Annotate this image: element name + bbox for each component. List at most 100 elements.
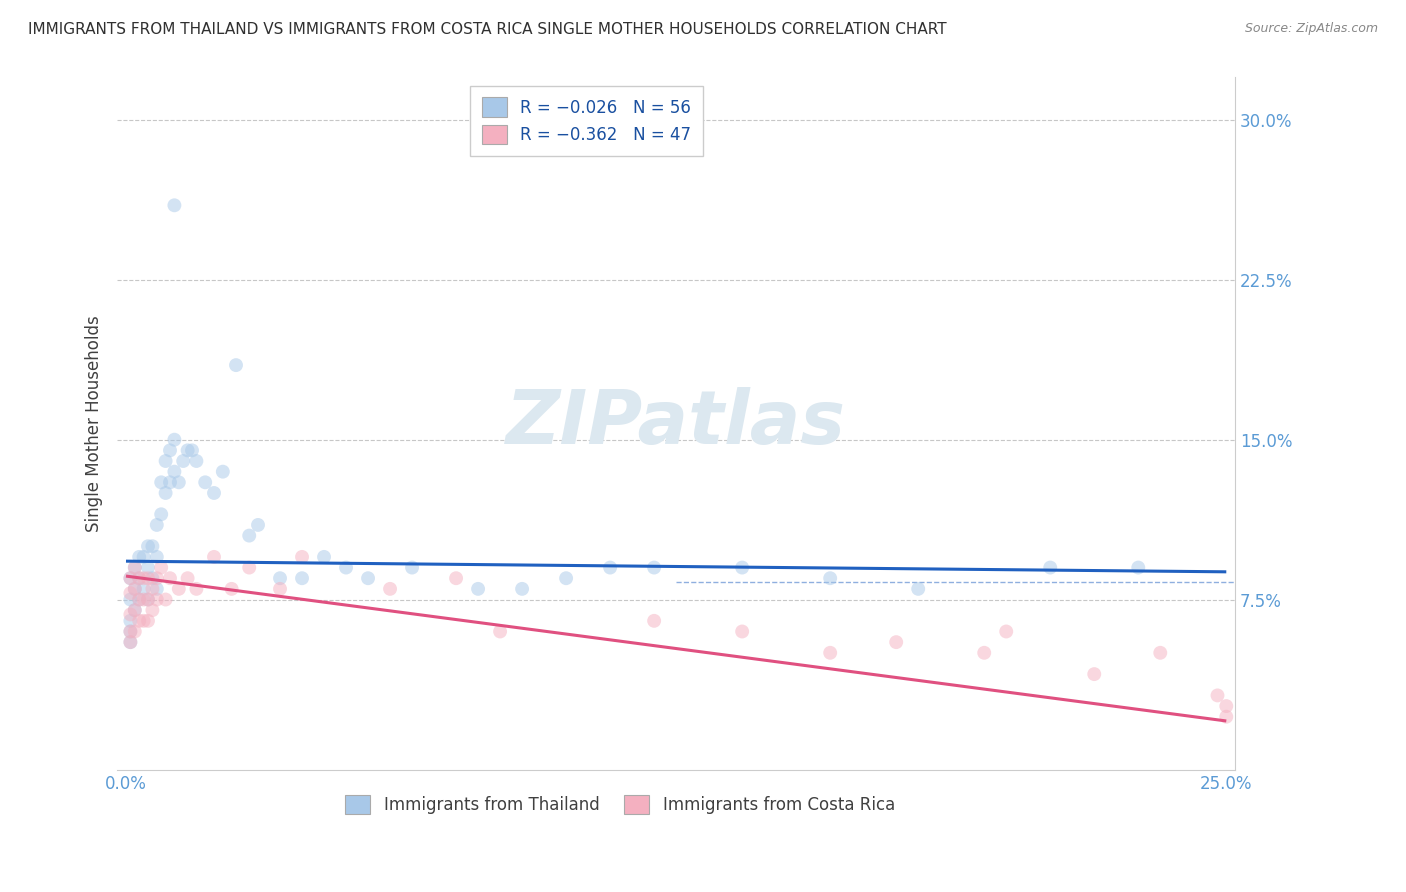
Point (167, 475, 190, 490)
Point (357, 571, 380, 585)
Point (238, 560, 260, 574)
Point (818, 571, 841, 585)
Point (124, 603, 146, 617)
Text: Source: ZipAtlas.com: Source: ZipAtlas.com (1244, 22, 1378, 36)
Point (141, 571, 163, 585)
Point (194, 475, 217, 490)
Point (907, 582, 929, 596)
Point (163, 198, 186, 212)
Text: IMMIGRANTS FROM THAILAND VS IMMIGRANTS FROM COSTA RICA SINGLE MOTHER HOUSEHOLDS : IMMIGRANTS FROM THAILAND VS IMMIGRANTS F… (28, 22, 946, 37)
Point (124, 603, 146, 617)
Point (1128, 560, 1150, 574)
Point (818, 646, 841, 660)
Point (1215, 710, 1237, 724)
Legend: Immigrants from Thailand, Immigrants from Costa Rica: Immigrants from Thailand, Immigrants fro… (336, 785, 905, 824)
Point (128, 549, 150, 564)
Point (186, 582, 208, 596)
Point (159, 571, 181, 585)
Point (643, 560, 665, 574)
Point (291, 549, 314, 564)
Point (202, 549, 225, 564)
Point (120, 635, 142, 649)
Point (132, 614, 155, 628)
Point (1039, 560, 1062, 574)
Point (238, 528, 260, 542)
Point (146, 571, 169, 585)
Point (128, 592, 150, 607)
Point (1083, 667, 1105, 681)
Point (146, 549, 169, 564)
Point (159, 443, 181, 458)
Point (444, 571, 467, 585)
Point (146, 517, 169, 532)
Point (128, 592, 150, 607)
Point (146, 582, 169, 596)
Point (291, 571, 314, 585)
Point (884, 635, 907, 649)
Point (132, 571, 155, 585)
Point (141, 539, 163, 553)
Point (599, 560, 621, 574)
Point (128, 614, 150, 628)
Point (120, 624, 142, 639)
Point (167, 582, 190, 596)
Point (124, 582, 146, 596)
Point (1215, 699, 1237, 714)
Point (155, 592, 177, 607)
Point (120, 571, 142, 585)
Point (150, 475, 173, 490)
Point (202, 486, 225, 500)
Point (312, 549, 335, 564)
Point (146, 592, 169, 607)
Point (181, 443, 204, 458)
Point (128, 571, 150, 585)
Point (211, 465, 233, 479)
Point (995, 624, 1018, 639)
Point (155, 486, 177, 500)
Point (510, 582, 533, 596)
Point (150, 508, 173, 522)
Point (1149, 646, 1171, 660)
Point (163, 433, 186, 447)
Point (973, 646, 995, 660)
Point (136, 571, 159, 585)
Point (141, 582, 163, 596)
Point (643, 614, 665, 628)
Point (731, 624, 754, 639)
Point (124, 560, 146, 574)
Point (225, 358, 247, 372)
Point (132, 582, 155, 596)
Point (124, 560, 146, 574)
Point (269, 571, 291, 585)
Point (731, 560, 754, 574)
Point (120, 607, 142, 622)
Point (555, 571, 578, 585)
Point (1206, 689, 1229, 703)
Point (401, 560, 423, 574)
Point (378, 582, 401, 596)
Point (120, 592, 142, 607)
Point (136, 614, 159, 628)
Point (155, 454, 177, 468)
Point (124, 624, 146, 639)
Point (150, 560, 173, 574)
Point (269, 582, 291, 596)
Point (141, 603, 163, 617)
Point (176, 443, 198, 458)
Point (176, 571, 198, 585)
Point (159, 475, 181, 490)
Point (186, 454, 208, 468)
Point (467, 582, 489, 596)
Point (172, 454, 194, 468)
Point (132, 592, 155, 607)
Point (136, 592, 159, 607)
Point (120, 586, 142, 600)
Point (128, 571, 150, 585)
Point (136, 560, 159, 574)
Point (489, 624, 512, 639)
Point (132, 549, 155, 564)
Point (120, 614, 142, 628)
Point (247, 517, 270, 532)
Y-axis label: Single Mother Households: Single Mother Households (86, 316, 103, 533)
Point (120, 571, 142, 585)
